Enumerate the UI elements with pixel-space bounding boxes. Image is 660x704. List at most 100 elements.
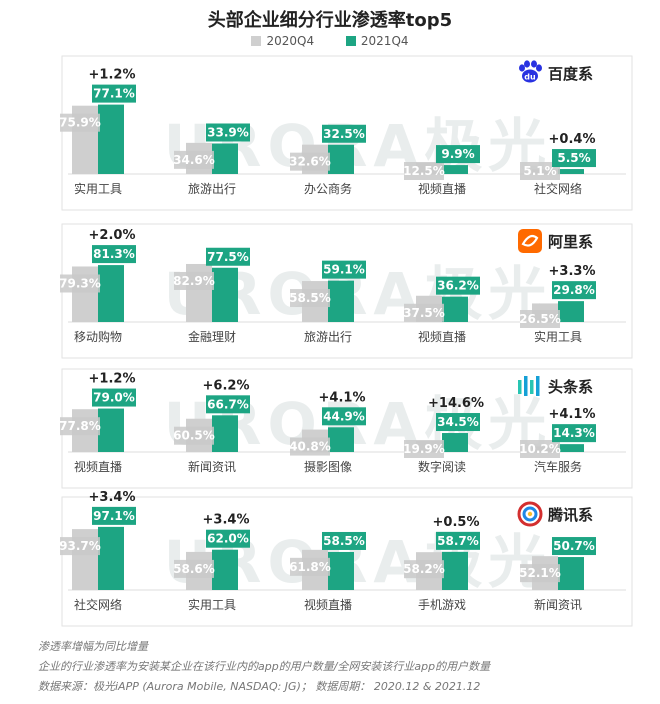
bar-2021q4 <box>98 104 124 174</box>
value-label-2020q4: 58.5% <box>289 291 331 305</box>
value-label-2021q4: 44.9% <box>323 409 365 423</box>
value-box-2021q4 <box>92 388 136 407</box>
value-label-2021q4: 58.7% <box>437 534 479 548</box>
value-box-2020q4 <box>520 564 560 583</box>
panel-3: URORA极光头条系77.8%79.0%+1.2%视频直播60.5%66.7%+… <box>59 368 633 489</box>
baidu-paw-toe <box>524 60 530 68</box>
bar-2021q4 <box>558 557 584 590</box>
change-label: +4.1% <box>549 407 596 422</box>
value-label-2020q4: 52.1% <box>519 566 561 580</box>
value-label-2020q4: 37.5% <box>403 306 445 320</box>
value-label-2020q4: 5.1% <box>523 164 556 178</box>
value-label-2020q4: 77.8% <box>59 419 101 433</box>
value-label-2021q4: 50.7% <box>553 539 595 553</box>
bar-2021q4 <box>98 265 124 322</box>
value-box-2021q4 <box>552 149 596 168</box>
category-label: 视频直播 <box>418 329 466 344</box>
category-label: 旅游出行 <box>188 182 236 196</box>
value-label-2020q4: 82.9% <box>173 274 215 288</box>
value-box-2020q4 <box>290 557 330 576</box>
bar-2021q4 <box>442 296 468 322</box>
value-box-2020q4 <box>174 150 214 169</box>
value-box-2021q4 <box>206 395 250 414</box>
value-box-2021q4 <box>92 506 136 525</box>
legend-label-2020q4: 2020Q4 <box>266 34 315 48</box>
value-box-2020q4 <box>404 303 444 322</box>
value-box-2021q4 <box>436 413 480 432</box>
toutiao-logo-bar <box>524 376 528 396</box>
value-label-2021q4: 32.5% <box>323 127 365 141</box>
value-label-2020q4: 58.2% <box>403 562 445 576</box>
footnote-2: 企业的行业渗透率为安装某企业在该行业内的app的用户数量/全网安装该行业app的… <box>38 660 491 673</box>
value-box-2021q4 <box>436 531 480 550</box>
value-label-2020q4: 40.8% <box>289 440 331 454</box>
category-label: 办公商务 <box>304 181 352 196</box>
baidu-paw-toe <box>531 60 537 68</box>
bar-2021q4 <box>212 549 238 590</box>
value-label-2021q4: 29.8% <box>553 283 595 297</box>
legend-item-2020q4: 2020Q4 <box>251 34 314 48</box>
category-label: 实用工具 <box>74 181 122 196</box>
baidu-paw-toe <box>536 64 542 72</box>
value-label-2020q4: 19.9% <box>403 442 445 456</box>
value-label-2021q4: 66.7% <box>207 397 249 411</box>
tencent-logo-inner <box>522 506 538 522</box>
value-label-2021q4: 79.0% <box>93 391 135 405</box>
bar-2021q4 <box>212 415 238 452</box>
footnote-1: 渗透率增幅为同比增量 <box>38 640 148 653</box>
baidu-paw-toe <box>519 64 525 72</box>
value-box-2020q4 <box>60 113 100 132</box>
value-box-2020q4 <box>174 271 214 290</box>
change-label: +3.4% <box>203 513 250 528</box>
change-label: +4.1% <box>319 390 366 405</box>
value-label-2020q4: 79.3% <box>59 276 101 290</box>
value-label-2020q4: 60.5% <box>173 429 215 443</box>
bar-2021q4 <box>558 444 584 452</box>
change-label: +1.2% <box>89 372 136 387</box>
category-label: 数字阅读 <box>418 459 466 474</box>
value-label-2021q4: 58.5% <box>323 534 365 548</box>
bar-2021q4 <box>328 551 354 590</box>
value-box-2020q4 <box>174 426 214 445</box>
legend-item-2021q4: 2021Q4 <box>345 34 409 48</box>
bar-2021q4 <box>328 280 354 322</box>
value-label-2020q4: 10.2% <box>519 442 561 456</box>
value-box-2020q4 <box>520 440 560 458</box>
value-label-2021q4: 97.1% <box>93 509 135 523</box>
value-label-2020q4: 34.6% <box>173 153 215 167</box>
legend-swatch-2021q4 <box>345 36 356 46</box>
bar-2021q4 <box>328 144 354 174</box>
value-box-2020q4 <box>60 417 100 436</box>
value-box-2020q4 <box>290 289 330 308</box>
category-label: 实用工具 <box>534 329 582 344</box>
category-label: 视频直播 <box>74 459 122 474</box>
bar-2021q4 <box>98 408 124 452</box>
value-label-2021q4: 33.9% <box>207 125 249 139</box>
value-box-2021q4 <box>322 124 366 143</box>
value-box-2020q4 <box>290 152 330 171</box>
category-label: 摄影图像 <box>304 459 352 474</box>
value-box-2021q4 <box>436 276 480 295</box>
value-box-2020q4 <box>520 162 560 180</box>
value-box-2021q4 <box>92 84 136 103</box>
brand-name: 阿里系 <box>548 233 593 251</box>
value-label-2021q4: 77.1% <box>93 87 135 101</box>
category-label: 新闻资讯 <box>534 597 582 612</box>
value-box-2021q4 <box>436 145 480 164</box>
panel-4: URORA极光腾讯系93.7%97.1%+3.4%社交网络58.6%62.0%+… <box>59 490 633 627</box>
bar-2021q4 <box>328 427 354 452</box>
category-label: 汽车服务 <box>534 459 582 474</box>
change-label: +3.3% <box>549 264 596 279</box>
footnotes: 渗透率增幅为同比增量 企业的行业渗透率为安装某企业在该行业内的app的用户数量/… <box>38 637 490 697</box>
chart-title: 头部企业细分行业渗透率top5 <box>207 10 453 31</box>
value-label-2020q4: 75.9% <box>59 116 101 130</box>
value-box-2021q4 <box>206 247 250 266</box>
footnote-3: 数据来源：极光iAPP (Aurora Mobile, NASDAQ: JG)；… <box>38 680 481 693</box>
value-label-2020q4: 26.5% <box>519 312 561 326</box>
legend-swatch-2020q4 <box>251 36 262 46</box>
change-label: +0.5% <box>433 515 480 530</box>
category-label: 社交网络 <box>534 181 582 196</box>
category-label: 移动购物 <box>74 329 122 344</box>
